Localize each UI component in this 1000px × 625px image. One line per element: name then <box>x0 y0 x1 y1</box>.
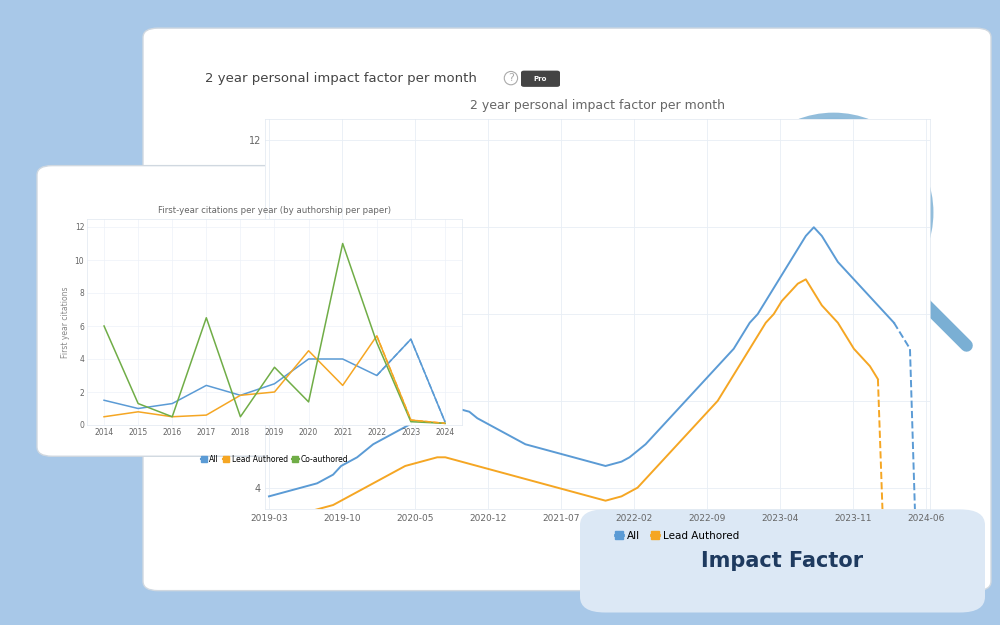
Y-axis label: First year citations: First year citations <box>61 286 70 357</box>
Title: First-year citations per year (by authorship per paper): First-year citations per year (by author… <box>158 206 391 215</box>
Text: Pro: Pro <box>534 76 547 82</box>
Y-axis label: personal Impact factor: personal Impact factor <box>233 259 243 369</box>
Legend: All, Lead Authored, Co-authored: All, Lead Authored, Co-authored <box>198 451 351 466</box>
Text: ?: ? <box>508 73 514 83</box>
Ellipse shape <box>739 118 929 308</box>
Legend: All, Lead Authored: All, Lead Authored <box>611 527 744 545</box>
Title: 2 year personal impact factor per month: 2 year personal impact factor per month <box>470 99 725 112</box>
FancyBboxPatch shape <box>143 28 991 591</box>
FancyBboxPatch shape <box>580 509 985 612</box>
Text: Impact Factor: Impact Factor <box>701 551 864 571</box>
FancyBboxPatch shape <box>521 71 560 87</box>
FancyBboxPatch shape <box>37 166 522 456</box>
Text: 2 year personal impact factor per month: 2 year personal impact factor per month <box>205 72 477 84</box>
